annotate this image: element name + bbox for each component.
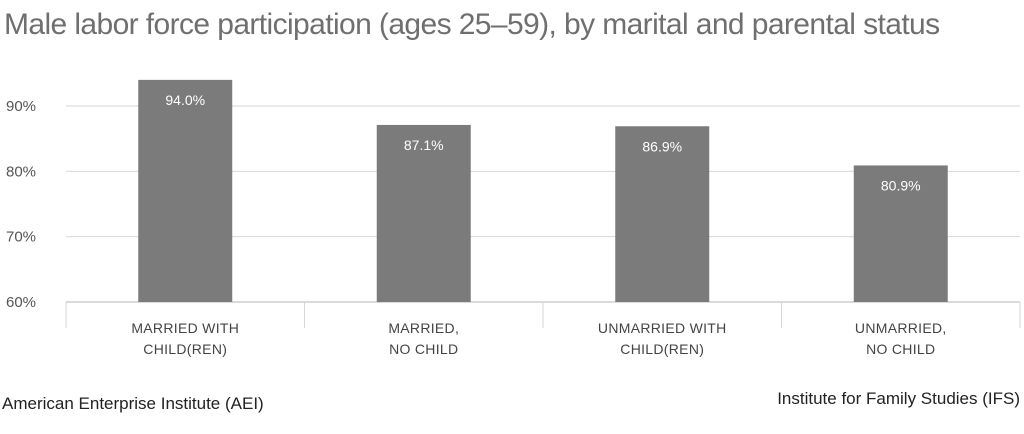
bar (853, 165, 948, 302)
bar (138, 79, 233, 302)
x-tick-label: NO CHILD (389, 341, 458, 357)
x-tick-label: MARRIED WITH (131, 320, 239, 336)
x-tick-label: UNMARRIED WITH (598, 320, 727, 336)
bar (376, 124, 471, 303)
y-tick-label: 90% (6, 98, 36, 115)
y-tick-label: 60% (6, 294, 36, 311)
data-label: 87.1% (404, 137, 444, 153)
source-left: American Enterprise Institute (AEI) (2, 394, 264, 413)
chart-title: Male labor force participation (ages 25–… (4, 8, 940, 41)
data-label: 80.9% (881, 177, 921, 193)
x-tick-label: UNMARRIED, (855, 320, 947, 336)
bar (615, 126, 710, 303)
y-tick-label: 80% (6, 163, 36, 180)
data-label: 86.9% (642, 138, 682, 154)
data-label: 94.0% (165, 92, 205, 108)
x-tick-label: CHILD(REN) (143, 341, 227, 357)
source-right: Institute for Family Studies (IFS) (777, 389, 1020, 408)
x-tick-label: NO CHILD (866, 341, 935, 357)
x-tick-label: MARRIED, (388, 320, 459, 336)
x-tick-label: CHILD(REN) (620, 341, 704, 357)
y-tick-label: 70% (6, 229, 36, 246)
